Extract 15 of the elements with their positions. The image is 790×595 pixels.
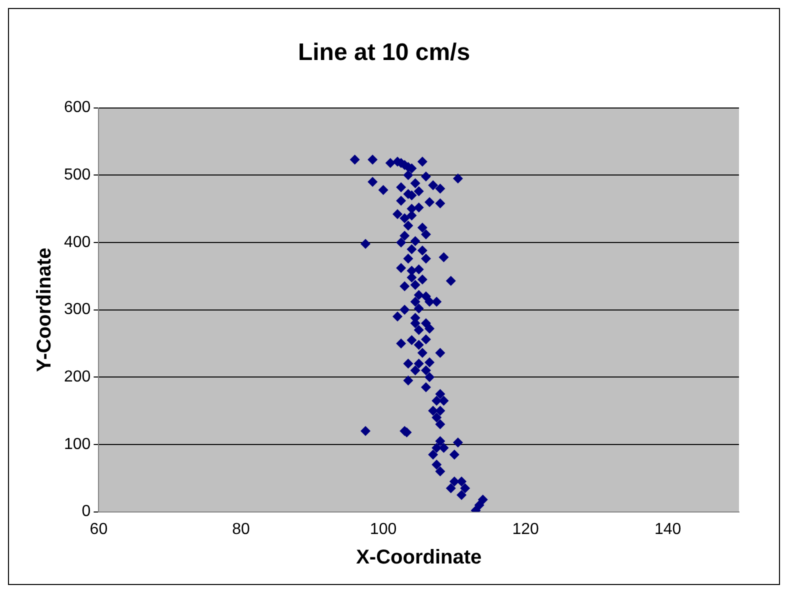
x-axis-title: X-Coordinate bbox=[356, 546, 482, 569]
x-tick-label: 100 bbox=[370, 520, 397, 538]
x-tick-label: 60 bbox=[90, 520, 108, 538]
x-tick-label: 140 bbox=[654, 520, 682, 538]
y-tick-label: 0 bbox=[82, 503, 91, 520]
y-tick-label: 200 bbox=[64, 368, 91, 386]
y-tick-label: 500 bbox=[64, 166, 91, 184]
x-tick-label: 80 bbox=[232, 520, 250, 538]
y-tick-label: 300 bbox=[64, 301, 91, 318]
x-tick-label: 120 bbox=[512, 520, 540, 538]
y-axis-title: Y-Coordinate bbox=[34, 248, 56, 372]
y-tick-label: 400 bbox=[64, 234, 91, 251]
y-tick-label: 100 bbox=[64, 436, 91, 453]
y-tick-label: 600 bbox=[64, 99, 91, 116]
chart-title: Line at 10 cm/s bbox=[298, 39, 470, 66]
